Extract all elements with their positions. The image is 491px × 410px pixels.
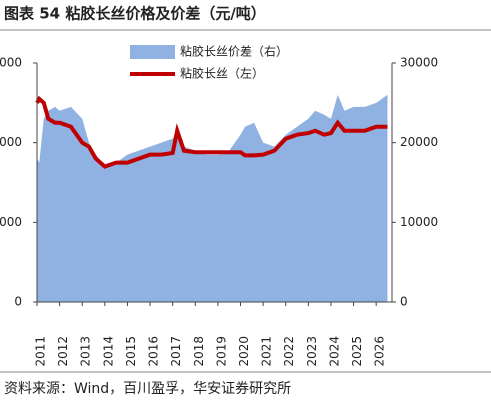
y-tick-label: 10000 xyxy=(0,215,22,229)
x-tick-label: 2012 xyxy=(56,336,70,367)
legend-label: 粘胶长丝（左） xyxy=(180,66,264,81)
x-tick-label: 2024 xyxy=(327,336,341,367)
x-tick-label: 2013 xyxy=(79,336,93,367)
x-tick-label: 2025 xyxy=(350,336,364,367)
x-tick-label: 2018 xyxy=(192,336,206,367)
legend-swatch xyxy=(130,45,175,59)
x-tick-label: 2014 xyxy=(101,336,115,367)
x-tick-label: 2022 xyxy=(282,336,296,367)
y2-tick-label: 20000 xyxy=(400,135,438,149)
y2-tick-label: 30000 xyxy=(400,56,438,70)
x-tick-label: 2019 xyxy=(214,336,228,367)
x-tick-label: 2026 xyxy=(373,336,387,367)
line xyxy=(35,95,388,169)
area xyxy=(37,94,388,302)
x-tick-label: 2023 xyxy=(305,336,319,367)
x-tick-label: 2016 xyxy=(147,336,161,367)
source: 资料来源：Wind，百川盈孚，华安证券研究所 xyxy=(4,381,291,397)
x-tick-label: 2017 xyxy=(169,336,183,367)
y-tick-label: 0 xyxy=(14,295,22,309)
x-tick-label: 2021 xyxy=(260,336,274,367)
y2-tick-label: 10000 xyxy=(400,215,438,229)
legend-label: 粘胶长丝价差（右） xyxy=(180,44,288,59)
x-tick-label: 2015 xyxy=(124,336,138,367)
x-tick-label: 2020 xyxy=(237,336,251,367)
y-tick-label: 30000 xyxy=(0,56,22,70)
chart-title: 图表 54 粘胶长丝价格及价差（元/吨） xyxy=(4,5,266,23)
x-tick-label: 2011 xyxy=(34,336,48,367)
y2-tick-label: 0 xyxy=(400,295,408,309)
y-tick-label: 20000 xyxy=(0,135,22,149)
